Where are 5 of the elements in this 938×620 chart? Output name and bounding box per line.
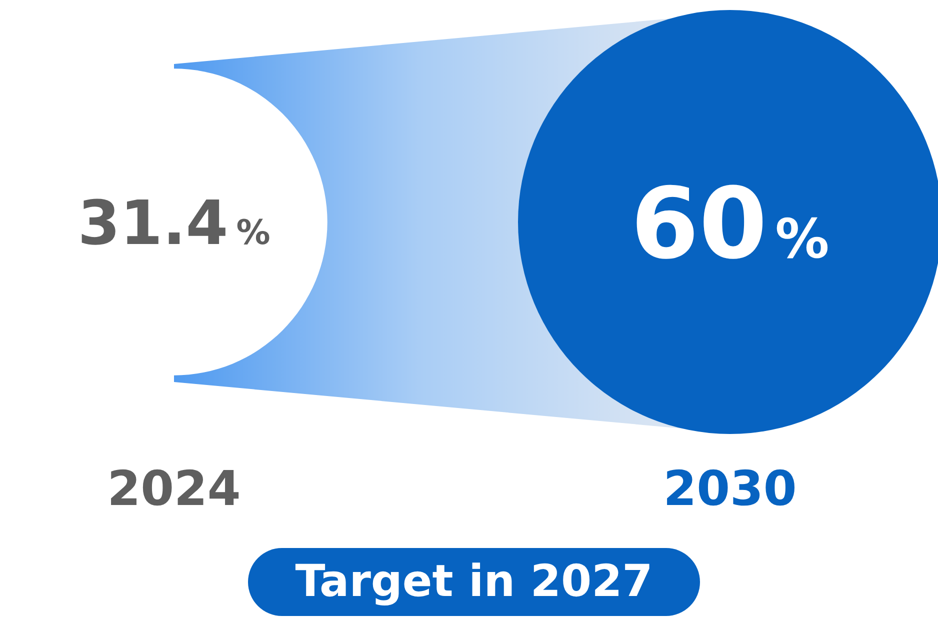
category-label: 2030	[663, 461, 797, 517]
data-label: 31.4%	[78, 188, 270, 259]
category-label: 2024	[107, 461, 241, 517]
data-label: 60%	[630, 167, 830, 282]
text: Target in 2027	[248, 548, 700, 616]
